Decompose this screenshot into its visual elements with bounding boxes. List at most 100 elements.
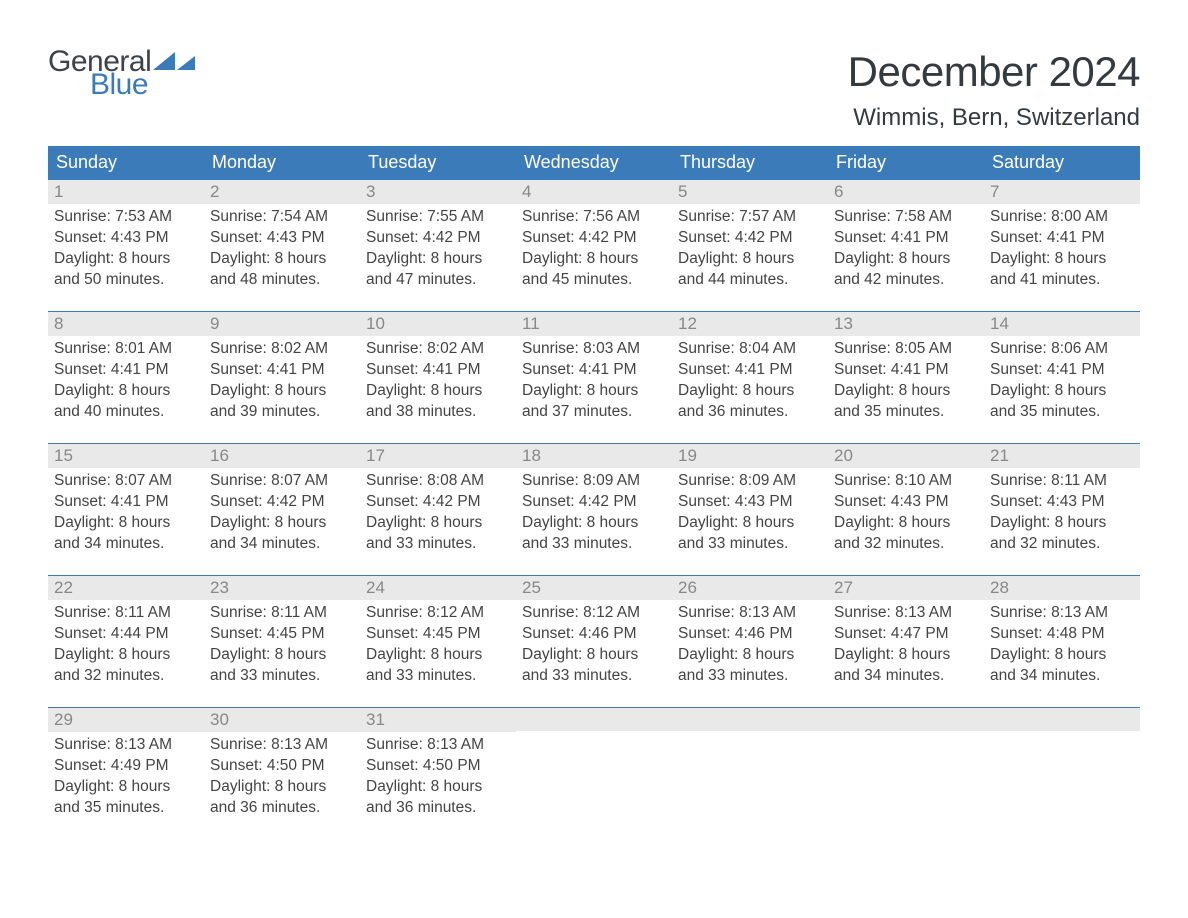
day-sunrise: Sunrise: 8:13 AM — [834, 603, 978, 624]
calendar-week-row: 15Sunrise: 8:07 AMSunset: 4:41 PMDayligh… — [48, 443, 1140, 575]
calendar-day-cell: 2Sunrise: 7:54 AMSunset: 4:43 PMDaylight… — [204, 179, 360, 311]
day-daylight1: Daylight: 8 hours — [678, 249, 822, 270]
day-daylight2: and 37 minutes. — [522, 402, 666, 423]
day-body: Sunrise: 8:07 AMSunset: 4:42 PMDaylight:… — [204, 468, 360, 561]
calendar-day-cell: 25Sunrise: 8:12 AMSunset: 4:46 PMDayligh… — [516, 575, 672, 707]
col-monday: Monday — [204, 146, 360, 179]
empty-day — [984, 707, 1140, 731]
calendar-day-cell: 4Sunrise: 7:56 AMSunset: 4:42 PMDaylight… — [516, 179, 672, 311]
day-sunset: Sunset: 4:45 PM — [210, 624, 354, 645]
day-sunset: Sunset: 4:42 PM — [522, 492, 666, 513]
day-daylight1: Daylight: 8 hours — [990, 249, 1134, 270]
calendar-day-cell: 17Sunrise: 8:08 AMSunset: 4:42 PMDayligh… — [360, 443, 516, 575]
day-number: 17 — [360, 443, 516, 468]
day-daylight1: Daylight: 8 hours — [210, 381, 354, 402]
calendar-day-cell: 28Sunrise: 8:13 AMSunset: 4:48 PMDayligh… — [984, 575, 1140, 707]
calendar-week-row: 1Sunrise: 7:53 AMSunset: 4:43 PMDaylight… — [48, 179, 1140, 311]
day-daylight1: Daylight: 8 hours — [990, 513, 1134, 534]
calendar-header-row: Sunday Monday Tuesday Wednesday Thursday… — [48, 146, 1140, 179]
calendar-day-cell: 7Sunrise: 8:00 AMSunset: 4:41 PMDaylight… — [984, 179, 1140, 311]
day-daylight2: and 33 minutes. — [366, 666, 510, 687]
day-sunset: Sunset: 4:43 PM — [990, 492, 1134, 513]
day-sunset: Sunset: 4:41 PM — [366, 360, 510, 381]
calendar-day-cell — [672, 707, 828, 839]
calendar-day-cell: 12Sunrise: 8:04 AMSunset: 4:41 PMDayligh… — [672, 311, 828, 443]
title-block: December 2024 Wimmis, Bern, Switzerland — [848, 48, 1140, 132]
day-body: Sunrise: 7:54 AMSunset: 4:43 PMDaylight:… — [204, 204, 360, 297]
day-number: 19 — [672, 443, 828, 468]
day-sunrise: Sunrise: 8:01 AM — [54, 339, 198, 360]
day-sunset: Sunset: 4:43 PM — [678, 492, 822, 513]
calendar-day-cell: 8Sunrise: 8:01 AMSunset: 4:41 PMDaylight… — [48, 311, 204, 443]
day-sunrise: Sunrise: 8:11 AM — [210, 603, 354, 624]
day-sunrise: Sunrise: 8:07 AM — [54, 471, 198, 492]
day-sunrise: Sunrise: 8:00 AM — [990, 207, 1134, 228]
day-sunset: Sunset: 4:42 PM — [522, 228, 666, 249]
day-number: 9 — [204, 311, 360, 336]
empty-day — [828, 707, 984, 731]
day-sunrise: Sunrise: 8:13 AM — [990, 603, 1134, 624]
day-body: Sunrise: 8:10 AMSunset: 4:43 PMDaylight:… — [828, 468, 984, 561]
day-sunset: Sunset: 4:50 PM — [366, 756, 510, 777]
col-friday: Friday — [828, 146, 984, 179]
day-body: Sunrise: 8:02 AMSunset: 4:41 PMDaylight:… — [204, 336, 360, 429]
day-body: Sunrise: 8:13 AMSunset: 4:50 PMDaylight:… — [360, 732, 516, 825]
calendar-day-cell: 21Sunrise: 8:11 AMSunset: 4:43 PMDayligh… — [984, 443, 1140, 575]
calendar-week-row: 29Sunrise: 8:13 AMSunset: 4:49 PMDayligh… — [48, 707, 1140, 839]
day-body: Sunrise: 8:13 AMSunset: 4:49 PMDaylight:… — [48, 732, 204, 825]
day-daylight1: Daylight: 8 hours — [990, 645, 1134, 666]
calendar-day-cell: 30Sunrise: 8:13 AMSunset: 4:50 PMDayligh… — [204, 707, 360, 839]
day-daylight1: Daylight: 8 hours — [834, 645, 978, 666]
col-wednesday: Wednesday — [516, 146, 672, 179]
day-sunset: Sunset: 4:41 PM — [834, 228, 978, 249]
day-sunrise: Sunrise: 8:03 AM — [522, 339, 666, 360]
month-title: December 2024 — [848, 48, 1140, 96]
day-daylight2: and 33 minutes. — [678, 534, 822, 555]
day-daylight1: Daylight: 8 hours — [54, 777, 198, 798]
day-number: 3 — [360, 179, 516, 204]
calendar-body: 1Sunrise: 7:53 AMSunset: 4:43 PMDaylight… — [48, 179, 1140, 839]
day-daylight1: Daylight: 8 hours — [522, 513, 666, 534]
day-daylight2: and 33 minutes. — [522, 534, 666, 555]
day-daylight1: Daylight: 8 hours — [522, 249, 666, 270]
day-daylight1: Daylight: 8 hours — [54, 249, 198, 270]
day-sunrise: Sunrise: 8:02 AM — [366, 339, 510, 360]
day-sunset: Sunset: 4:43 PM — [834, 492, 978, 513]
day-number: 18 — [516, 443, 672, 468]
page-header: General Blue December 2024 Wimmis, Bern,… — [48, 48, 1140, 132]
day-number: 14 — [984, 311, 1140, 336]
day-body: Sunrise: 8:01 AMSunset: 4:41 PMDaylight:… — [48, 336, 204, 429]
calendar-day-cell: 19Sunrise: 8:09 AMSunset: 4:43 PMDayligh… — [672, 443, 828, 575]
day-body: Sunrise: 7:53 AMSunset: 4:43 PMDaylight:… — [48, 204, 204, 297]
day-daylight1: Daylight: 8 hours — [54, 645, 198, 666]
day-body: Sunrise: 8:13 AMSunset: 4:47 PMDaylight:… — [828, 600, 984, 693]
day-number: 15 — [48, 443, 204, 468]
day-daylight2: and 36 minutes. — [210, 798, 354, 819]
day-number: 13 — [828, 311, 984, 336]
day-number: 22 — [48, 575, 204, 600]
day-number: 2 — [204, 179, 360, 204]
day-body: Sunrise: 8:05 AMSunset: 4:41 PMDaylight:… — [828, 336, 984, 429]
day-daylight2: and 45 minutes. — [522, 270, 666, 291]
day-sunset: Sunset: 4:43 PM — [210, 228, 354, 249]
day-number: 7 — [984, 179, 1140, 204]
day-sunrise: Sunrise: 8:13 AM — [210, 735, 354, 756]
day-body: Sunrise: 8:12 AMSunset: 4:46 PMDaylight:… — [516, 600, 672, 693]
calendar-day-cell: 14Sunrise: 8:06 AMSunset: 4:41 PMDayligh… — [984, 311, 1140, 443]
day-body: Sunrise: 8:09 AMSunset: 4:42 PMDaylight:… — [516, 468, 672, 561]
day-daylight2: and 50 minutes. — [54, 270, 198, 291]
day-daylight2: and 35 minutes. — [834, 402, 978, 423]
calendar-day-cell: 1Sunrise: 7:53 AMSunset: 4:43 PMDaylight… — [48, 179, 204, 311]
day-daylight1: Daylight: 8 hours — [366, 645, 510, 666]
day-daylight1: Daylight: 8 hours — [834, 513, 978, 534]
day-body: Sunrise: 8:06 AMSunset: 4:41 PMDaylight:… — [984, 336, 1140, 429]
calendar-day-cell: 16Sunrise: 8:07 AMSunset: 4:42 PMDayligh… — [204, 443, 360, 575]
day-sunrise: Sunrise: 8:10 AM — [834, 471, 978, 492]
calendar-day-cell: 5Sunrise: 7:57 AMSunset: 4:42 PMDaylight… — [672, 179, 828, 311]
day-sunset: Sunset: 4:47 PM — [834, 624, 978, 645]
day-daylight1: Daylight: 8 hours — [678, 513, 822, 534]
calendar-day-cell — [828, 707, 984, 839]
day-number: 27 — [828, 575, 984, 600]
logo: General Blue — [48, 48, 195, 98]
day-daylight1: Daylight: 8 hours — [366, 249, 510, 270]
